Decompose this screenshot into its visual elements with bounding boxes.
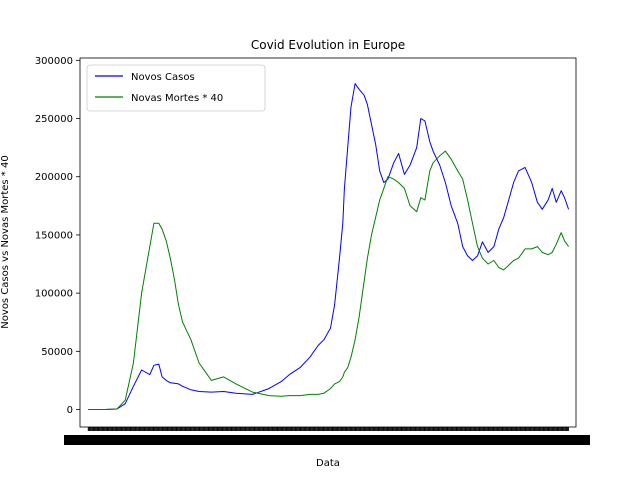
series-line-novas-mortes (88, 150, 570, 410)
y-tick-label: 50000 (41, 347, 73, 358)
legend-label-novos-casos: Novos Casos (131, 72, 195, 83)
legend-box (86, 64, 266, 112)
y-axis-ticks: 0 50000 100000 150000 200000 250000 300000 (35, 56, 80, 416)
y-tick-label: 100000 (35, 289, 73, 300)
chart-title: Covid Evolution in Europe (251, 38, 405, 52)
y-tick-label: 250000 (35, 114, 73, 125)
y-tick-label: 300000 (35, 56, 73, 67)
legend: Novos Casos Novas Mortes * 40 (86, 64, 266, 112)
plot-area: 0 50000 100000 150000 200000 250000 300000 (35, 56, 590, 445)
x-axis-ticks (64, 427, 590, 445)
series-layer (88, 83, 570, 410)
x-tick-label-band (64, 435, 590, 445)
y-tick-label: 200000 (35, 172, 73, 183)
series-line-novos-casos (88, 83, 570, 410)
y-tick-label: 0 (67, 405, 73, 416)
legend-label-novas-mortes: Novas Mortes * 40 (131, 93, 223, 104)
x-axis-label: Data (316, 458, 340, 469)
y-tick-label: 150000 (35, 230, 73, 241)
y-axis-label: Novos Casos vs Novas Mortes * 40 (0, 155, 11, 328)
